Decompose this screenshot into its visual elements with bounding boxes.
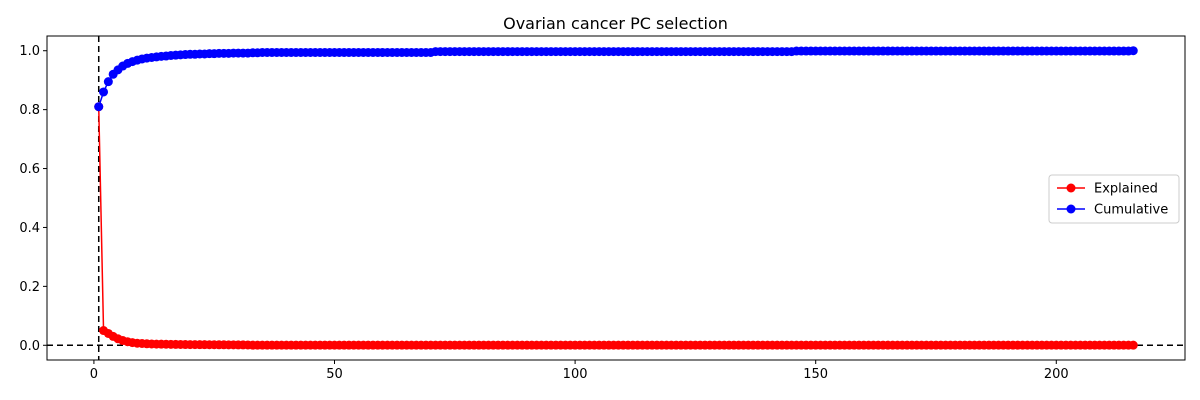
x-axis: 0 50 100 150 200 xyxy=(90,360,1069,382)
data-point-cumulative xyxy=(1128,46,1138,56)
data-point-cumulative xyxy=(103,77,113,87)
legend-box xyxy=(1048,174,1180,224)
y-axis: 0.0 0.2 0.4 0.6 0.8 1.0 xyxy=(19,44,47,354)
series-cumulative xyxy=(94,46,1138,112)
series-explained xyxy=(94,102,1138,350)
legend: Explained Cumulative xyxy=(1048,174,1180,224)
y-tick-label: 0.0 xyxy=(19,339,40,354)
y-tick-label: 0.2 xyxy=(19,280,40,295)
legend-marker-cumulative xyxy=(1066,204,1076,214)
legend-label-cumulative: Cumulative xyxy=(1094,203,1168,218)
y-tick-label: 0.4 xyxy=(19,221,40,236)
chart-title: Ovarian cancer PC selection xyxy=(503,14,728,33)
x-tick-label: 50 xyxy=(326,367,343,382)
plot-area xyxy=(46,35,1186,361)
y-tick-label: 0.8 xyxy=(19,103,40,118)
series-layer xyxy=(94,46,1138,350)
y-tick-label: 0.6 xyxy=(19,162,40,177)
axes-frame xyxy=(46,35,1186,361)
legend-marker-explained xyxy=(1066,183,1076,193)
data-point-explained xyxy=(1128,340,1138,350)
data-point-cumulative xyxy=(99,87,109,97)
data-point-cumulative xyxy=(94,102,104,112)
y-tick-label: 1.0 xyxy=(19,44,40,59)
legend-label-explained: Explained xyxy=(1094,182,1158,197)
x-tick-label: 0 xyxy=(90,367,98,382)
x-tick-label: 100 xyxy=(563,367,588,382)
x-tick-label: 150 xyxy=(803,367,828,382)
x-tick-label: 200 xyxy=(1044,367,1069,382)
